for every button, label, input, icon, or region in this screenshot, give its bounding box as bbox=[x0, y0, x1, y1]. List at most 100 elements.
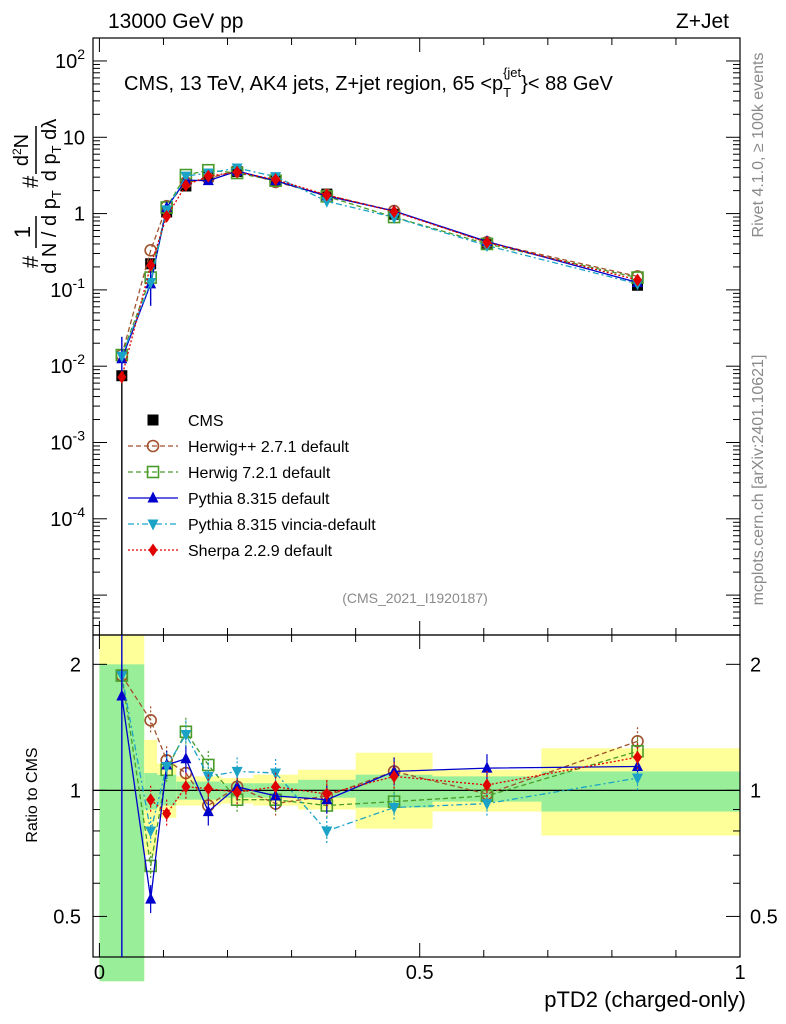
svg-text:d2N: d2N bbox=[10, 134, 33, 166]
ratio-marker-pythia-8-315-vincia-default bbox=[145, 826, 157, 838]
main-marker-sherpa-2-2-9-default bbox=[181, 178, 191, 192]
svg-text:#: # bbox=[18, 175, 43, 188]
main-line-herwig-2-7-1-default bbox=[121, 170, 638, 356]
main-y-tick-label: 10-2 bbox=[50, 351, 85, 378]
legend-marker bbox=[147, 519, 159, 531]
x-axis-label: pTD2 (charged-only) bbox=[544, 987, 746, 1012]
ratio-y-tick-label-left: 0.5 bbox=[53, 906, 81, 928]
header-right: Z+Jet bbox=[676, 10, 729, 33]
main-marker-pythia-8-315-vincia-default bbox=[145, 277, 157, 289]
side-label-mcplots: mcplots.cern.ch [arXiv:2401.10621] bbox=[750, 355, 767, 606]
ratio-marker-pythia-8-315-vincia-default bbox=[180, 729, 192, 741]
main-panel-axes: 10-4 10-3 10-2 10-1 1 10 102 bbox=[50, 37, 741, 636]
watermark: (CMS_2021_I1920187) bbox=[342, 590, 488, 606]
legend-entry: Sherpa 2.2.9 default bbox=[188, 543, 333, 560]
main-marker-herwig-2-7-1-default bbox=[144, 244, 157, 257]
main-line-sherpa-2-2-9-default bbox=[121, 171, 638, 378]
ratio-frame bbox=[92, 634, 741, 958]
legend-marker bbox=[146, 465, 160, 479]
main-y-tick-label: 10-1 bbox=[50, 275, 85, 302]
legend-entry: Pythia 8.315 default bbox=[188, 491, 330, 508]
ratio-marker-pythia-8-315-vincia-default bbox=[632, 773, 644, 785]
ratio-marker-sherpa-2-2-9-default bbox=[322, 787, 332, 801]
ratio-y-tick-label-right: 0.5 bbox=[750, 906, 778, 928]
ratio-marker-pythia-8-315-default bbox=[145, 892, 157, 904]
ratio-y-tick-label-right: 1 bbox=[750, 780, 761, 802]
ratio-marker-sherpa-2-2-9-default bbox=[146, 793, 156, 807]
ratio-y-axis-label: Ratio to CMS bbox=[24, 747, 41, 842]
main-marker-sherpa-2-2-9-default bbox=[117, 370, 127, 384]
ratio-marker-pythia-8-315-vincia-default bbox=[161, 762, 173, 774]
ratio-marker-pythia-8-315-vincia-default bbox=[231, 766, 243, 778]
main-marker-sherpa-2-2-9-default bbox=[162, 209, 172, 223]
main-marker-sherpa-2-2-9-default bbox=[482, 235, 492, 249]
ratio-marker-pythia-8-315-default bbox=[270, 789, 282, 801]
ratio-y-tick-label-right: 2 bbox=[750, 654, 761, 676]
ratio-y-tick-label-left: 2 bbox=[70, 654, 81, 676]
main-title: CMS, 13 TeV, AK4 jets, Z+jet region, 65 … bbox=[124, 65, 614, 100]
legend-marker bbox=[147, 414, 159, 426]
ratio-marker-pythia-8-315-vincia-default bbox=[202, 771, 214, 783]
header-left: 13000 GeV pp bbox=[108, 10, 243, 33]
ratio-marker-herwig-7-2-1-default bbox=[144, 859, 157, 873]
ratio-uncertainty-bands bbox=[99, 635, 740, 982]
ratio-line-sherpa-2-2-9-default bbox=[150, 756, 638, 815]
ratio-marker-pythia-8-315-default bbox=[202, 805, 214, 817]
x-tick-label: 0 bbox=[94, 962, 105, 984]
legend-marker bbox=[146, 439, 160, 453]
legend-entry: Herwig 7.2.1 default bbox=[188, 465, 331, 482]
ratio-y-tick-label-left: 1 bbox=[70, 780, 81, 802]
ratio-marker-pythia-8-315-default bbox=[481, 761, 493, 773]
ratio-marker-pythia-8-315-vincia-default bbox=[321, 826, 333, 838]
x-tick-label: 1 bbox=[734, 962, 745, 984]
main-y-tick-label: 10 bbox=[63, 127, 85, 149]
main-marker-sherpa-2-2-9-default bbox=[232, 165, 242, 179]
ratio-marker-sherpa-2-2-9-default bbox=[389, 769, 399, 783]
ratio-marker-herwig-2-7-1-default bbox=[144, 714, 157, 727]
main-y-axis-label: # 1 d N / d pT # d2N d pT dλ bbox=[10, 119, 64, 274]
main-marker-sherpa-2-2-9-default bbox=[203, 169, 213, 183]
main-marker-sherpa-2-2-9-default bbox=[633, 273, 643, 287]
main-marker-sherpa-2-2-9-default bbox=[389, 205, 399, 219]
legend-marker bbox=[147, 491, 159, 503]
legend-entry: CMS bbox=[188, 413, 224, 430]
main-line-pythia-8-315-vincia-default bbox=[121, 167, 638, 357]
main-panel-series bbox=[115, 163, 644, 635]
svg-text:d N / d pT: d N / d pT bbox=[39, 190, 64, 274]
legend-marker bbox=[148, 543, 158, 557]
main-marker-pythia-8-315-vincia-default bbox=[388, 212, 400, 224]
ratio-marker-pythia-8-315-vincia-default bbox=[481, 799, 493, 811]
ratio-marker-pythia-8-315-vincia-default bbox=[388, 803, 400, 815]
ratio-panel-series bbox=[115, 635, 644, 957]
main-marker-sherpa-2-2-9-default bbox=[271, 172, 281, 186]
ratio-marker-sherpa-2-2-9-default bbox=[271, 780, 281, 794]
svg-text:#: # bbox=[18, 255, 43, 268]
main-y-tick-label: 10-3 bbox=[50, 427, 85, 454]
ratio-marker-sherpa-2-2-9-default bbox=[162, 807, 172, 821]
ratio-marker-sherpa-2-2-9-default bbox=[203, 782, 213, 796]
ratio-marker-sherpa-2-2-9-default bbox=[232, 785, 242, 799]
main-line-pythia-8-315-default bbox=[121, 170, 638, 360]
legend-entry: Pythia 8.315 vincia-default bbox=[188, 517, 376, 534]
legend: CMS Herwig++ 2.7.1 default Herwig 7.2.1 de… bbox=[128, 413, 376, 560]
main-y-tick-label: 1 bbox=[74, 204, 85, 226]
main-marker-sherpa-2-2-9-default bbox=[322, 188, 332, 202]
ratio-marker-sherpa-2-2-9-default bbox=[181, 780, 191, 794]
ratio-marker-sherpa-2-2-9-default bbox=[482, 778, 492, 792]
main-line-herwig-7-2-1-default bbox=[121, 169, 638, 356]
ratio-marker-pythia-8-315-default bbox=[180, 752, 192, 764]
main-marker-pythia-8-315-vincia-default bbox=[116, 351, 128, 363]
main-y-tick-label: 10-4 bbox=[50, 504, 85, 531]
x-tick-label: 0.5 bbox=[406, 962, 434, 984]
side-label-rivet: Rivet 4.1.0, ≥ 100k events bbox=[750, 53, 767, 238]
main-marker-pythia-8-315-vincia-default bbox=[321, 196, 333, 208]
main-marker-sherpa-2-2-9-default bbox=[146, 258, 156, 272]
ratio-marker-sherpa-2-2-9-default bbox=[633, 750, 643, 764]
main-y-tick-label: 102 bbox=[55, 46, 85, 73]
main-marker-pythia-8-315-vincia-default bbox=[180, 171, 192, 183]
ratio-panel-axes: 0.5 0.5 1 1 2 2 0 0.5 1 bbox=[53, 634, 778, 984]
legend-entry: Herwig++ 2.7.1 default bbox=[188, 439, 350, 456]
svg-text:d pT dλ: d pT dλ bbox=[39, 119, 64, 181]
svg-text:1: 1 bbox=[10, 226, 35, 238]
